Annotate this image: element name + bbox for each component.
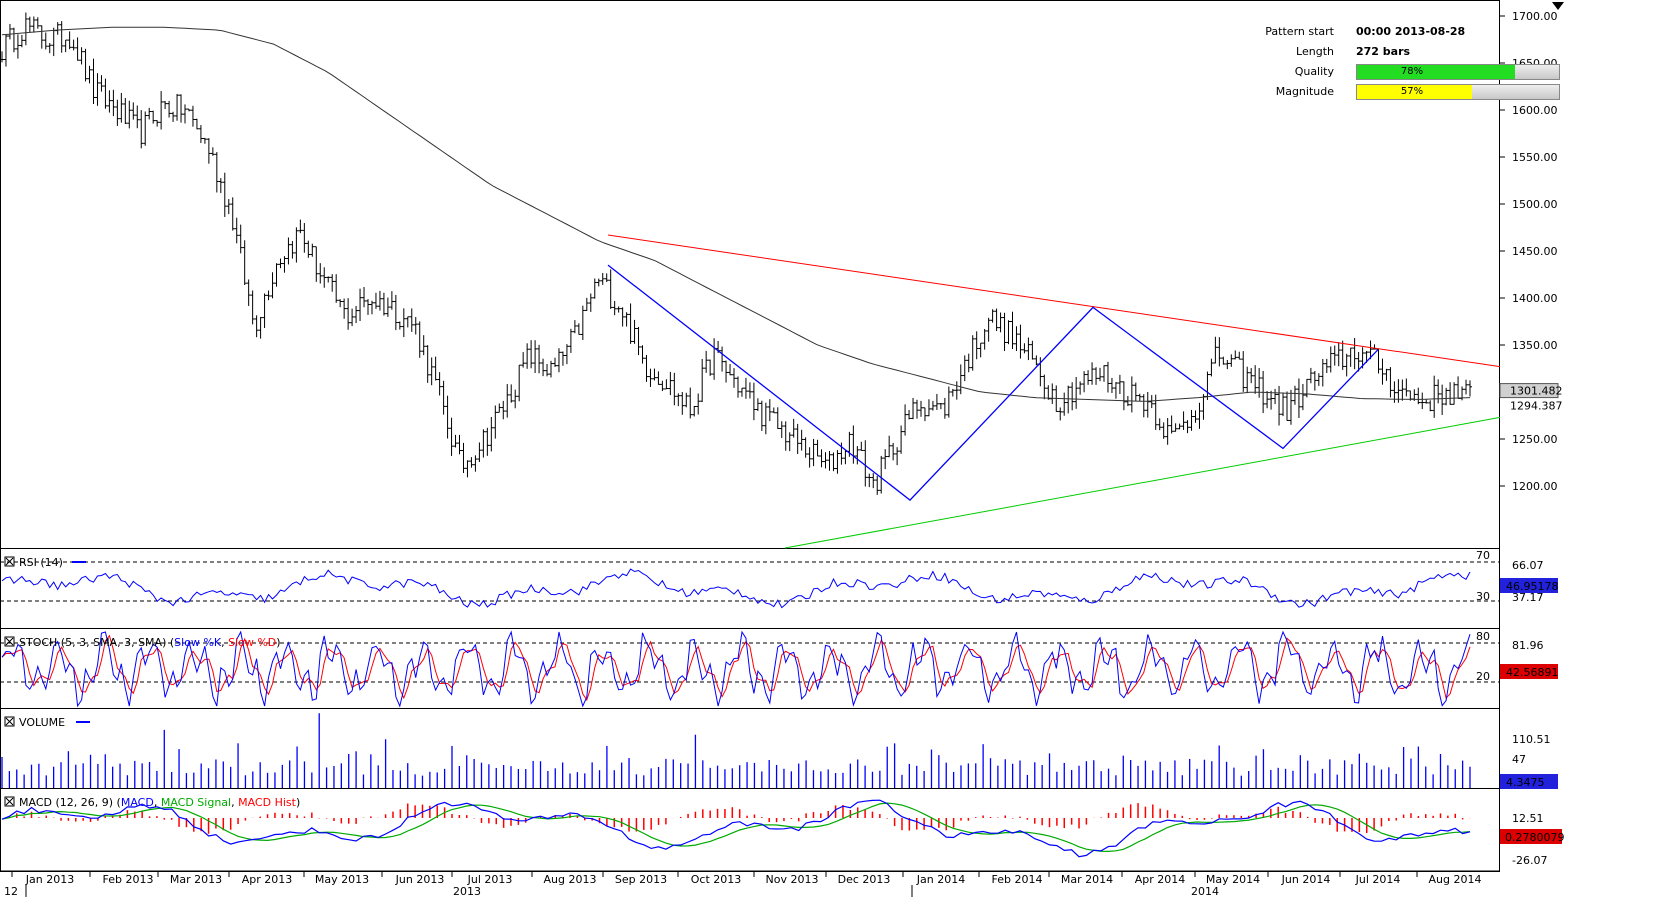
rsi-axis-label: 37.17 (1512, 591, 1544, 604)
magnitude-bar-fill (1357, 85, 1473, 99)
month-label: Oct 2013 (691, 873, 742, 886)
price-series (0, 12, 1501, 549)
volume-axis-label: 110.51 (1512, 733, 1551, 746)
resistance-trendline (607, 234, 1501, 368)
month-label: Apr 2013 (242, 873, 293, 886)
month-label: Jun 2014 (1281, 873, 1331, 886)
rsi-title: RSI (14) (4, 556, 86, 569)
volume-value-box (1500, 774, 1558, 789)
price-tick-label: 1350.00 (1512, 339, 1558, 352)
month-label: Feb 2014 (992, 873, 1043, 886)
pattern-info-panel: Pattern start 00:00 2013-08-28 Length 27… (1265, 22, 1570, 112)
year-label: 12 (4, 885, 18, 897)
year-label: 2014 (1191, 885, 1219, 897)
month-label: Aug 2014 (1429, 873, 1482, 886)
month-label: Feb 2013 (103, 873, 154, 886)
stoch-value-box (1500, 664, 1558, 679)
month-label: May 2014 (1206, 873, 1260, 886)
stoch-axis-label: 81.96 (1512, 639, 1544, 652)
price-tick-label: 1500.00 (1512, 198, 1558, 211)
price-tick-label: 1550.00 (1512, 151, 1558, 164)
rsi-value-label: 46.95178 (1506, 580, 1559, 593)
price-tick-label: 1600.00 (1512, 104, 1558, 117)
svg-text:MACD (12, 26, 9) (MACD, MACD S: MACD (12, 26, 9) (MACD, MACD Signal, MAC… (19, 796, 300, 809)
month-label: Aug 2013 (544, 873, 597, 886)
stoch-title: STOCH (5, 3, SMA, 3, SMA) (Slow %K, Slow… (4, 636, 281, 649)
rsi-level-label: 30 (1476, 590, 1490, 603)
volume-axis-label: 47 (1512, 753, 1526, 766)
rsi-level-label: 70 (1476, 549, 1490, 562)
month-label: Dec 2013 (838, 873, 891, 886)
month-label: Apr 2014 (1135, 873, 1186, 886)
volume-title: VOLUME (4, 716, 90, 729)
rsi-axis-label: 66.07 (1512, 559, 1544, 572)
last-price-label: 1301.482 (1510, 385, 1563, 398)
price-tick-label: 1450.00 (1512, 245, 1558, 258)
rsi-value-box (1500, 578, 1558, 593)
ma-value-label: 1294.387 (1510, 399, 1563, 412)
price-tick-label: 1700.00 (1512, 10, 1558, 23)
svg-text:STOCH (5, 3, SMA, 3, SMA) (Slo: STOCH (5, 3, SMA, 3, SMA) (Slow %K, Slow… (19, 636, 281, 649)
svg-text:VOLUME: VOLUME (19, 716, 65, 729)
macd-value-label: 0.2780079 (1505, 831, 1565, 844)
macd-line (1, 799, 1471, 858)
support-trendline (784, 416, 1501, 549)
year-label: 2013 (453, 885, 481, 897)
month-label: Jul 2013 (467, 873, 513, 886)
price-tick-label: 1250.00 (1512, 433, 1558, 446)
month-label: Mar 2013 (170, 873, 222, 886)
moving-average-line (1, 26, 1471, 402)
pattern-zigzag (607, 264, 1379, 501)
svg-text:RSI (14): RSI (14) (19, 556, 63, 569)
stoch-level-label: 80 (1476, 630, 1490, 643)
month-label: Jan 2014 (916, 873, 965, 886)
macd-panel (0, 788, 1500, 872)
month-label: Nov 2013 (766, 873, 819, 886)
stoch-k-line (1, 630, 1471, 708)
price-tick-label: 1400.00 (1512, 292, 1558, 305)
price-panel (0, 0, 1500, 549)
rsi-panel (0, 548, 1500, 629)
stoch-value-label: 42.56891 (1506, 666, 1559, 679)
month-label: Mar 2014 (1061, 873, 1113, 886)
month-label: Jun 2013 (395, 873, 445, 886)
volume-panel (0, 708, 1500, 789)
macd-axis-label: 12.51 (1512, 812, 1544, 825)
axes: 1700.001650.001600.001550.001500.001450.… (0, 10, 1565, 897)
month-label: Sep 2013 (615, 873, 667, 886)
scroll-marker-icon[interactable] (1552, 2, 1564, 10)
quality-bar-fill (1357, 65, 1515, 79)
quality-bar: 78% (1356, 64, 1560, 80)
month-label: Jan 2013 (25, 873, 74, 886)
macd-axis-label: -26.07 (1512, 854, 1547, 867)
price-tick-label: 1200.00 (1512, 480, 1558, 493)
volume-value-label: 4.3475 (1506, 776, 1545, 789)
magnitude-bar: 57% (1356, 84, 1560, 100)
rsi-line (1, 568, 1471, 609)
macd-signal-line (1, 802, 1471, 853)
indicator-series (0, 561, 1500, 858)
stoch-d-line (1, 634, 1471, 702)
month-label: May 2013 (315, 873, 369, 886)
stoch-level-label: 20 (1476, 670, 1490, 683)
macd-value-box (1500, 829, 1562, 844)
last-price-box (1499, 383, 1559, 399)
macd-title: MACD (12, 26, 9) (MACD, MACD Signal, MAC… (4, 796, 300, 809)
stoch-panel (0, 628, 1500, 709)
month-label: Jul 2014 (1355, 873, 1401, 886)
